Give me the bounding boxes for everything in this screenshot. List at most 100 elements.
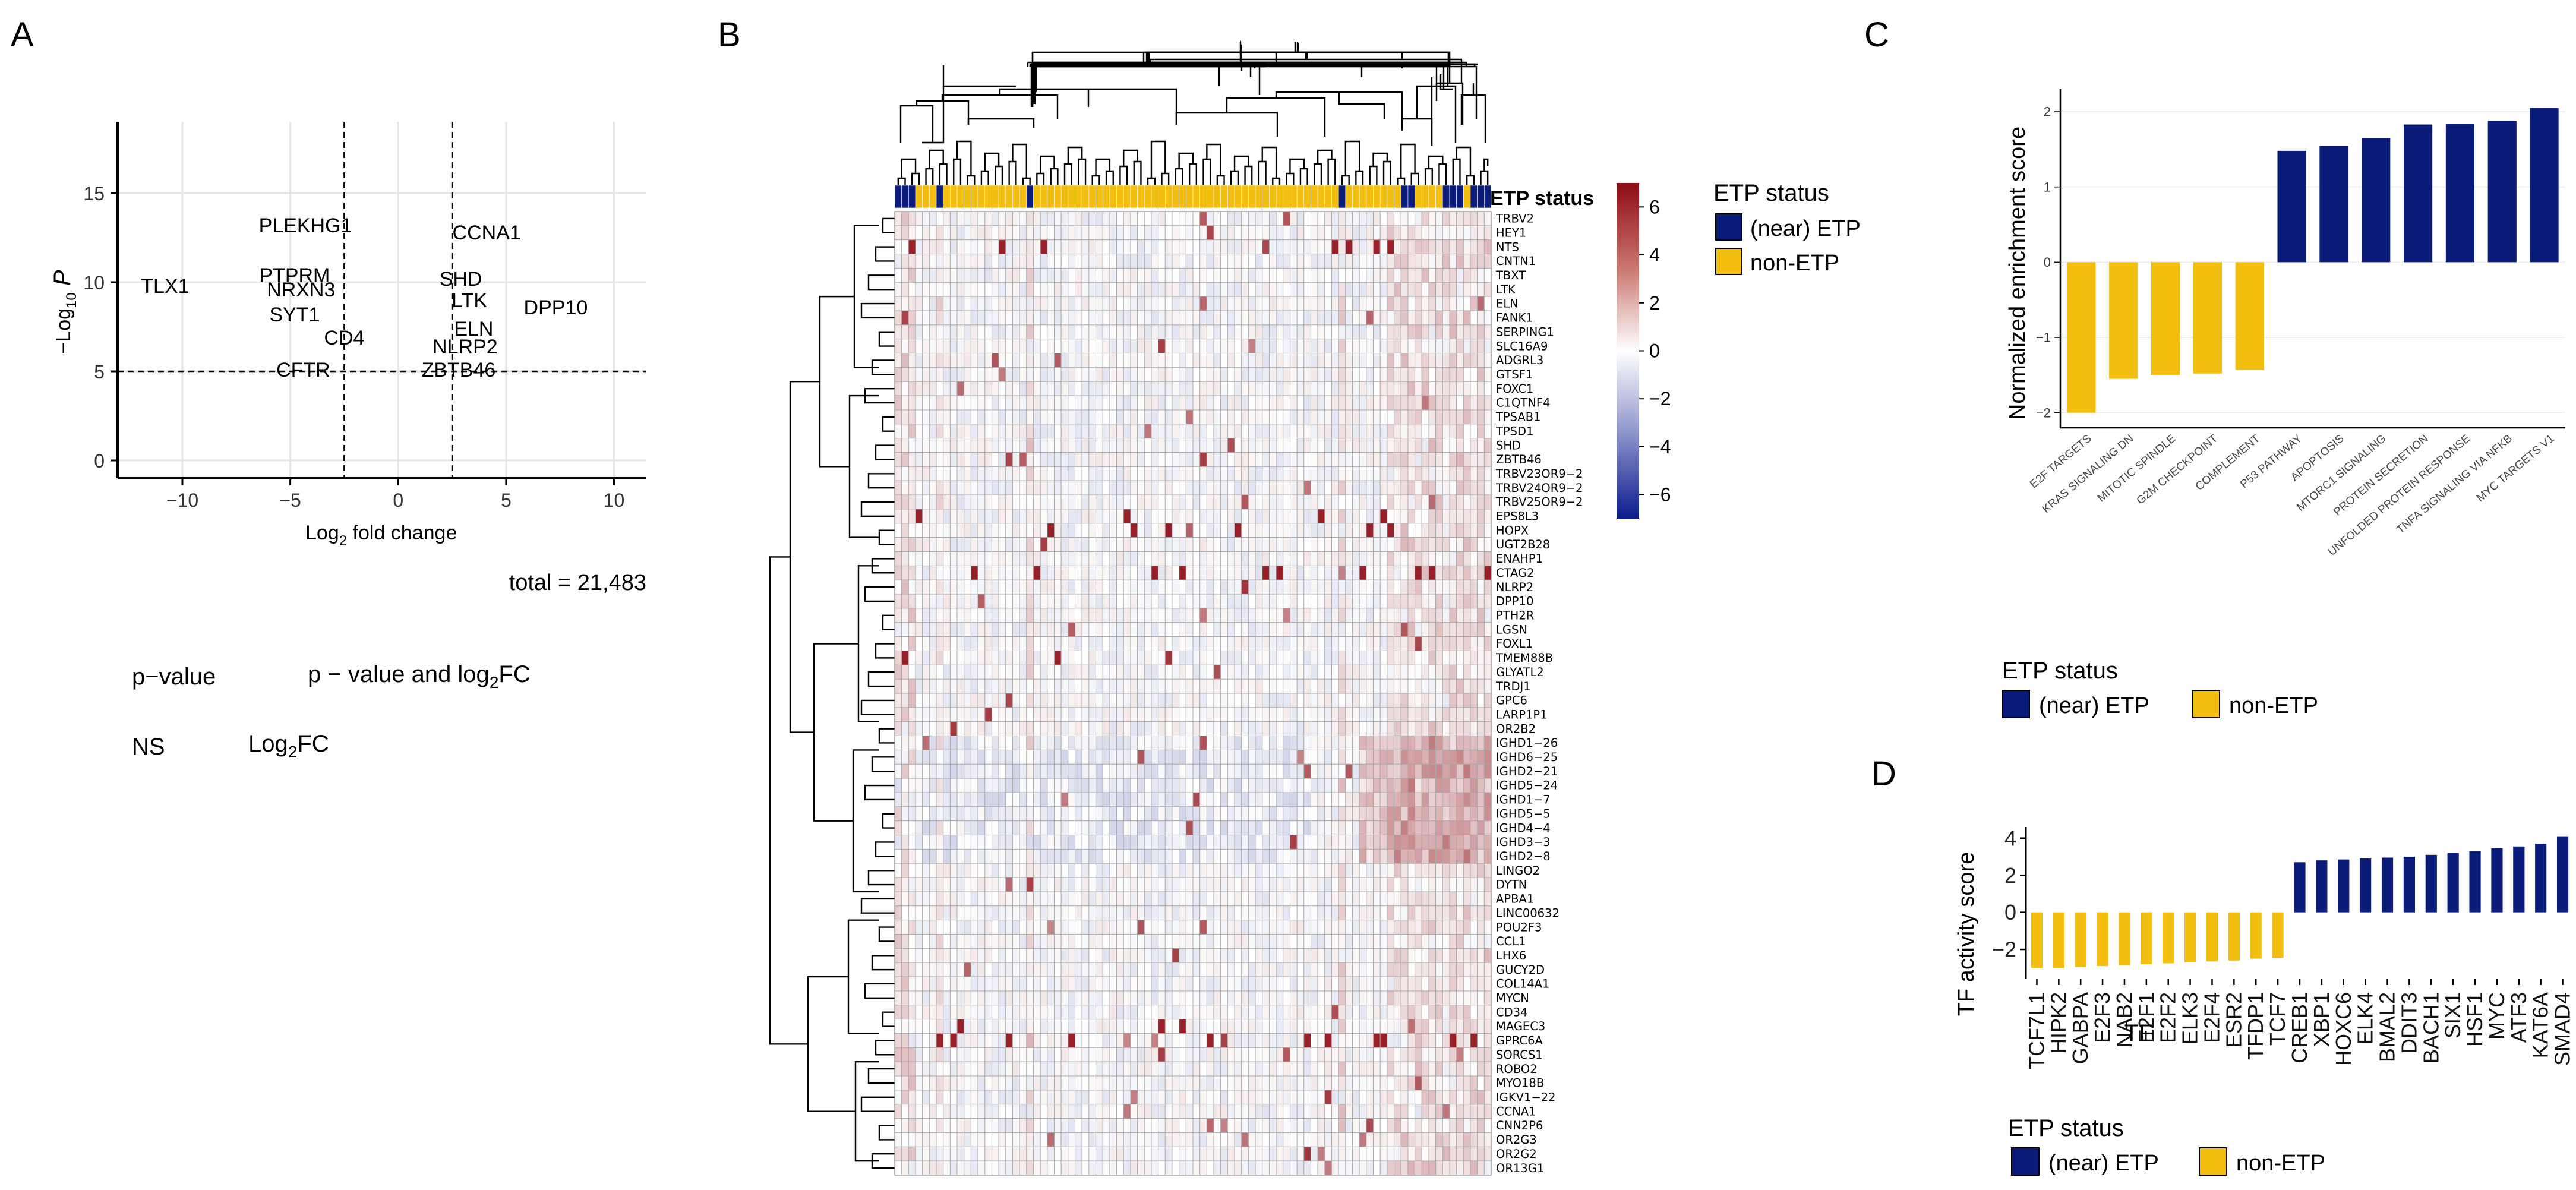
heatmap-cell	[1394, 494, 1401, 510]
heatmap-cell	[1359, 835, 1367, 850]
heatmap-cell	[1179, 721, 1186, 737]
heatmap-cell	[1185, 891, 1194, 907]
heatmap-cell	[949, 650, 958, 665]
heatmap-cell	[1206, 424, 1214, 439]
heatmap-cell	[1442, 225, 1450, 241]
heatmap-cell	[1456, 806, 1464, 822]
heatmap-cell	[1185, 409, 1194, 425]
heatmap-cell	[1096, 736, 1103, 750]
heatmap-cell	[1311, 254, 1318, 269]
heatmap-cell	[1033, 282, 1041, 297]
heatmap-cell	[1421, 678, 1429, 694]
heatmap-cell	[1373, 594, 1381, 609]
heatmap-cell	[1463, 948, 1471, 963]
heatmap-cell	[1102, 835, 1110, 850]
heatmap-cell	[1255, 367, 1263, 382]
heatmap-cell	[1345, 254, 1353, 269]
heatmap-cell	[1088, 267, 1097, 283]
heatmap-cell	[1116, 381, 1124, 396]
column-dendrogram-branch	[1439, 74, 1453, 90]
heatmap-cell	[1428, 905, 1437, 921]
heatmap-cell	[1303, 920, 1311, 935]
heatmap-cell	[1470, 310, 1478, 326]
heatmap-cell	[1068, 395, 1075, 411]
heatmap-cell	[1303, 565, 1311, 580]
heatmap-cell	[998, 848, 1006, 864]
heatmap-cell	[1366, 353, 1374, 368]
annotation-cell	[1227, 185, 1235, 209]
heatmap-cell	[1179, 608, 1186, 623]
heatmap-cell	[1005, 622, 1013, 637]
heatmap-cell	[984, 835, 992, 850]
heatmap-cell	[956, 296, 965, 311]
heatmap-cell	[1185, 736, 1194, 750]
heatmap-cell	[1179, 835, 1186, 850]
heatmap-cell	[1470, 863, 1478, 878]
heatmap-cell	[894, 820, 902, 835]
heatmap-cell	[1081, 622, 1090, 637]
heatmap-cell	[1206, 820, 1214, 835]
heatmap-cell	[1283, 367, 1290, 382]
heatmap-cell	[1483, 608, 1492, 623]
heatmap-cell	[1262, 579, 1270, 595]
heatmap-cell	[1483, 339, 1492, 353]
annotation-cell	[1116, 185, 1124, 209]
heatmap-cell	[1415, 537, 1422, 552]
heatmap-cell	[1331, 891, 1339, 907]
heatmap-cell	[1005, 324, 1013, 340]
heatmap-cell	[1040, 537, 1048, 552]
heatmap-cell	[1241, 863, 1249, 878]
heatmap-cell	[1005, 296, 1013, 311]
heatmap-cell	[1192, 763, 1201, 779]
column-dendrogram-branch	[1188, 163, 1198, 185]
heatmap-cell	[943, 877, 951, 892]
heatmap-cell	[1199, 310, 1207, 326]
heatmap-cell	[922, 523, 930, 538]
heatmap-cell	[1359, 905, 1367, 921]
heatmap-cell	[1387, 537, 1395, 552]
heatmap-cell	[1060, 608, 1069, 623]
column-dendrogram-branch	[1272, 177, 1281, 185]
heatmap-cell	[949, 565, 958, 580]
heatmap-cell	[1005, 693, 1013, 708]
heatmap-cell	[1289, 494, 1298, 510]
heatmap-cell	[991, 579, 999, 595]
heatmap-cell	[1088, 664, 1097, 680]
heatmap-cell	[1262, 792, 1270, 807]
heatmap-cell	[915, 905, 923, 921]
heatmap-cell	[964, 806, 971, 822]
heatmap-cell	[1158, 367, 1166, 382]
heatmap-cell	[1421, 551, 1429, 566]
heatmap-cell	[964, 523, 971, 538]
heatmap-cell	[1075, 254, 1082, 269]
heatmap-cell	[1296, 736, 1305, 750]
heatmap-cell	[1331, 736, 1339, 750]
heatmap-cell	[1192, 820, 1201, 835]
heatmap-cell	[1283, 763, 1290, 779]
heatmap-cell	[894, 466, 902, 481]
heatmap-cell	[970, 409, 978, 425]
heatmap-cell	[1005, 877, 1013, 892]
heatmap-cell	[1373, 551, 1381, 566]
heatmap-cell	[1012, 353, 1020, 368]
heatmap-cell	[1241, 282, 1249, 297]
heatmap-cell	[1303, 934, 1311, 949]
heatmap-cell	[998, 650, 1006, 665]
heatmap-cell	[1137, 934, 1145, 949]
heatmap-cell	[1324, 211, 1332, 226]
heatmap-cell	[1283, 310, 1290, 326]
row-dendrogram-branch	[860, 1096, 895, 1112]
heatmap-cell	[1345, 948, 1353, 963]
heatmap-cell	[1109, 537, 1117, 552]
heatmap-cell	[1130, 579, 1138, 595]
heatmap-cell	[1192, 948, 1201, 963]
heatmap-cell	[1158, 409, 1166, 425]
heatmap-cell	[1463, 424, 1471, 439]
heatmap-cell	[1234, 353, 1242, 368]
heatmap-cell	[956, 282, 965, 297]
heatmap-cell	[1054, 254, 1062, 269]
heatmap-cell	[1276, 863, 1284, 878]
heatmap-cell	[1379, 891, 1388, 907]
heatmap-cell	[1456, 211, 1464, 226]
heatmap-cell	[1483, 664, 1492, 680]
